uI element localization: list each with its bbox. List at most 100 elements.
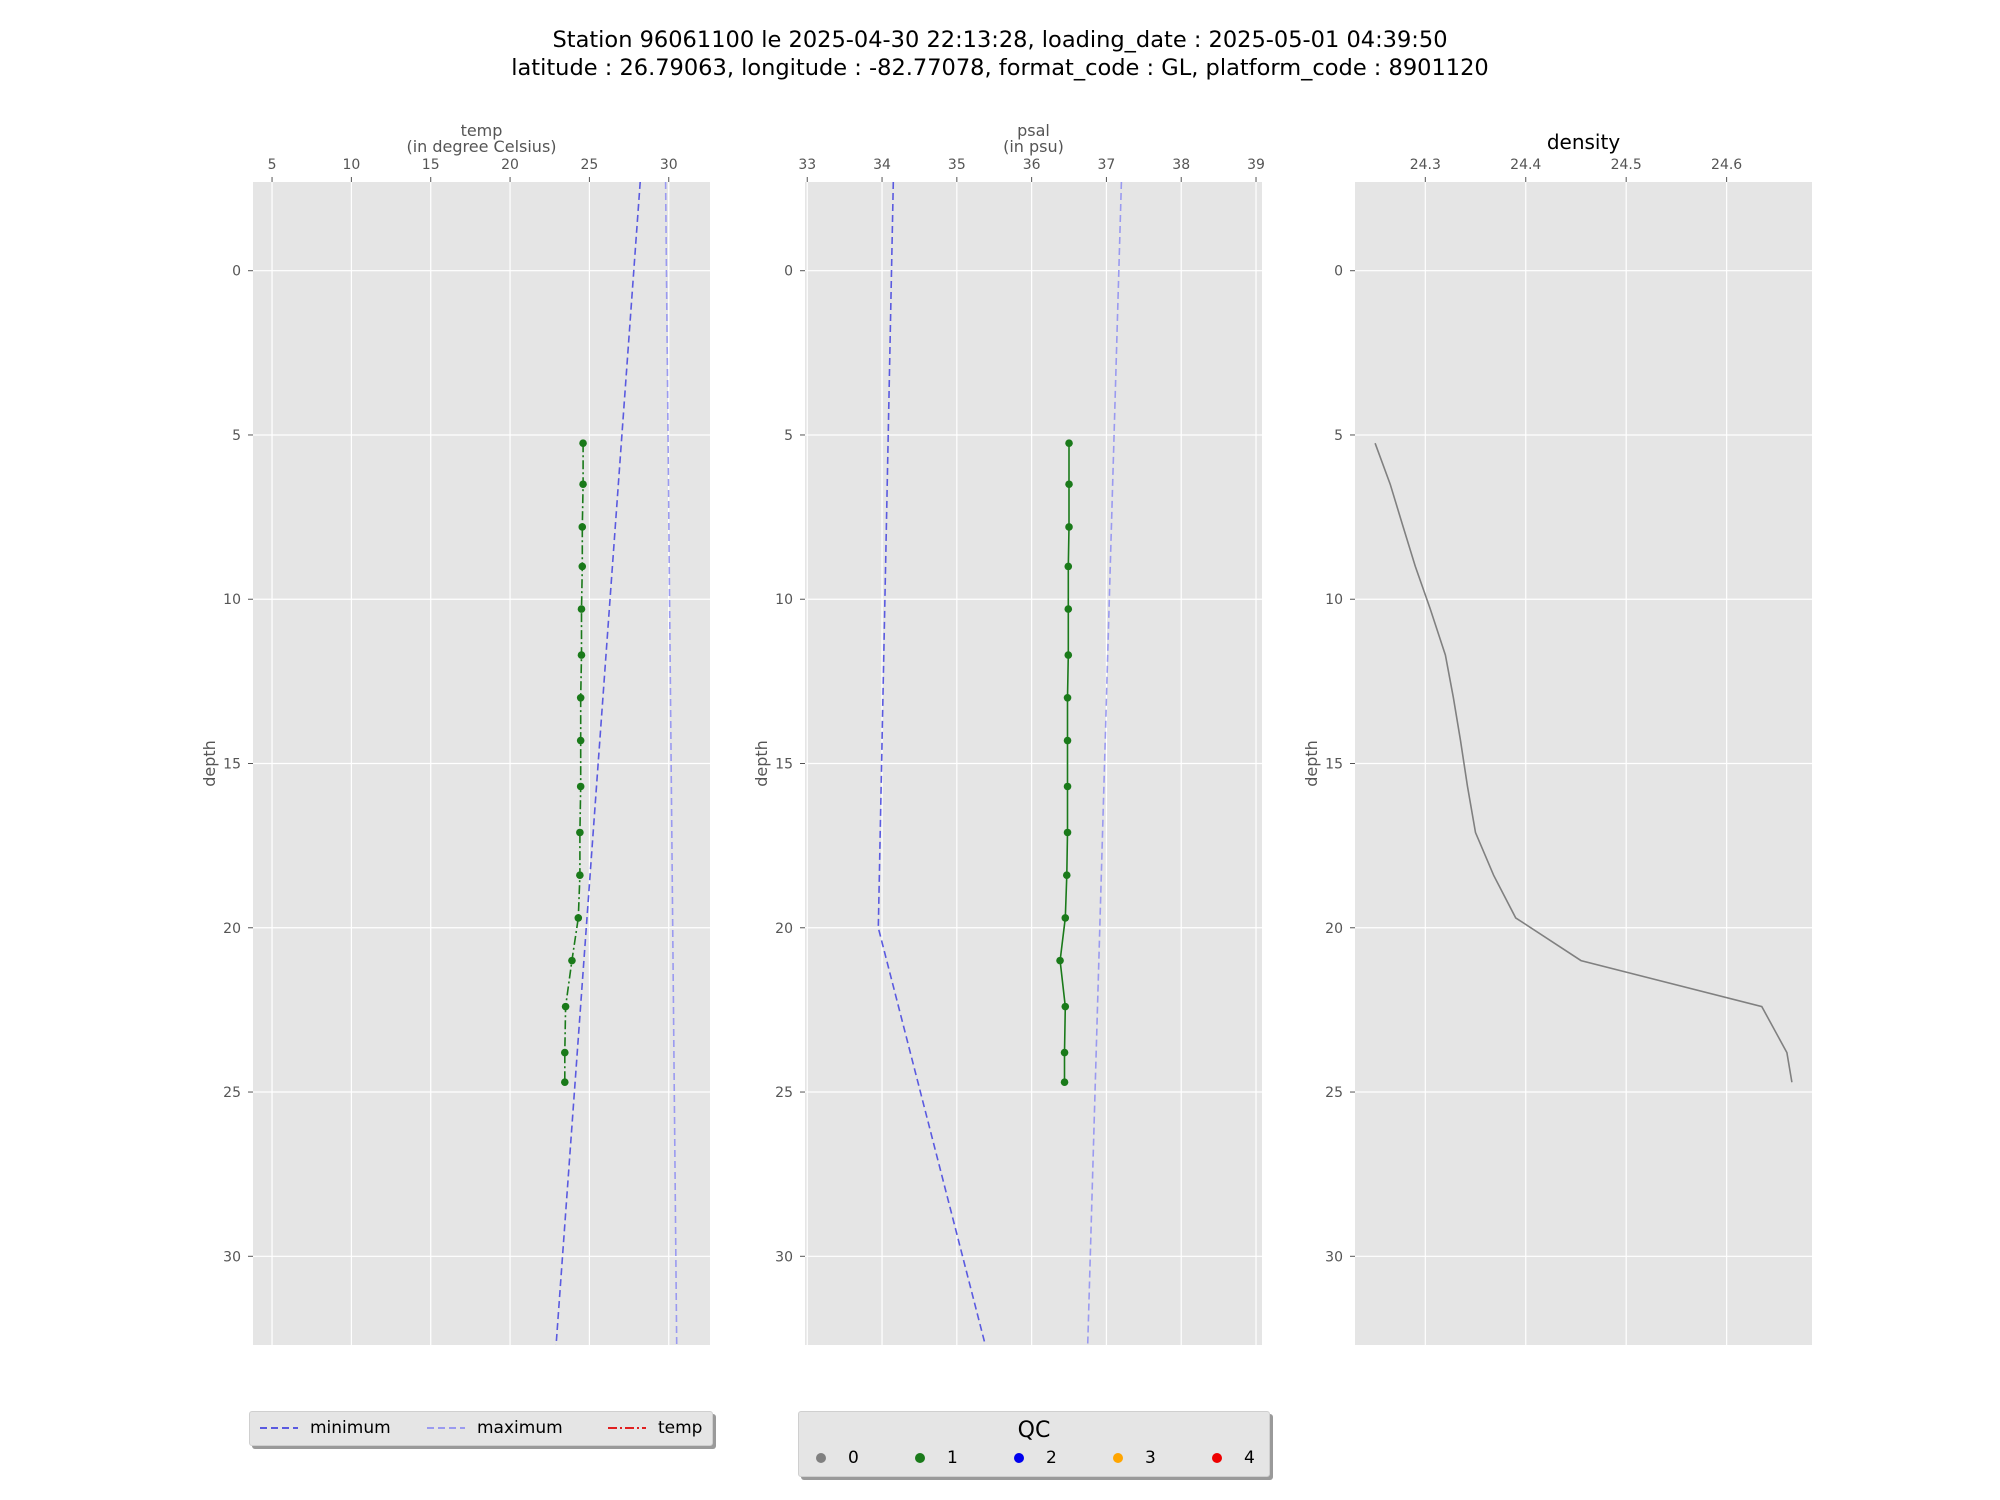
- y-tick-label: 20: [775, 921, 793, 937]
- lines-legend: minimum maximum temp: [249, 1411, 713, 1446]
- data-point-temp: [576, 871, 584, 880]
- y-axis-label: depth: [1302, 740, 1321, 787]
- qc-legend-label: 0: [848, 1448, 859, 1468]
- qc-legend-item-1: 1: [915, 1448, 958, 1468]
- y-tick-label: 30: [223, 1249, 241, 1265]
- panel-density: 24.3 24.4 24.5 24.6 0 5 10 15 20 25 30 depth density: [1302, 130, 1812, 1345]
- data-point-psal: [1064, 605, 1073, 613]
- y-tick-label: 25: [1325, 1085, 1343, 1101]
- legend-label-maximum: maximum: [477, 1418, 563, 1438]
- qc-legend-label: 1: [947, 1448, 958, 1468]
- y-tick-label: 5: [1334, 428, 1343, 444]
- x-tick-label: 24.3: [1410, 157, 1441, 173]
- y-axis-label: depth: [200, 740, 219, 787]
- qc-dot-icon: [816, 1453, 826, 1463]
- data-point-temp: [568, 956, 576, 965]
- data-point-temp: [579, 480, 587, 489]
- qc-dot-icon: [1014, 1453, 1024, 1463]
- qc-legend-item-4: 4: [1212, 1448, 1255, 1468]
- series-line-maximum: [664, 181, 678, 1346]
- qc-dot-icon: [915, 1453, 925, 1463]
- data-point-psal: [1065, 523, 1073, 531]
- panel-temp: 5 10 15 20 25 30 0 5 10 15 20 25 30 depth temp(in degr…: [200, 121, 710, 1346]
- data-point-temp: [576, 736, 585, 745]
- data-point-psal: [1064, 651, 1073, 659]
- series-line-temp: [563, 443, 584, 1083]
- data-point-temp: [576, 782, 585, 791]
- y-tick-label: 0: [784, 264, 793, 280]
- data-point-psal: [1063, 693, 1072, 702]
- data-point-temp: [577, 605, 586, 613]
- data-point-temp: [578, 562, 587, 571]
- legend-label-minimum: minimum: [310, 1418, 391, 1438]
- qc-dot-icon: [1113, 1453, 1123, 1463]
- x-tick-label: 24.4: [1510, 157, 1541, 173]
- qc-legend-label: 2: [1046, 1448, 1057, 1468]
- y-tick-label: 30: [775, 1249, 793, 1265]
- qc-legend-item-3: 3: [1113, 1448, 1156, 1468]
- qc-legend-label: 3: [1145, 1448, 1156, 1468]
- y-tick-label: 15: [775, 757, 793, 773]
- legend-swatch-maximum: [427, 1427, 465, 1429]
- legend-swatch-minimum: [260, 1427, 298, 1429]
- y-tick-label: 0: [1334, 264, 1343, 280]
- qc-legend-item-2: 2: [1014, 1448, 1057, 1468]
- data-point-psal: [1060, 1078, 1069, 1086]
- data-point-temp: [561, 1078, 569, 1086]
- y-tick-label: 10: [1325, 592, 1343, 608]
- x-tick-label: 39: [1247, 157, 1265, 173]
- y-tick-label: 25: [223, 1085, 241, 1101]
- panel-psal: 33 34 35 36 37 38 39 0 5 10 15 20 25 30 depth psal(in p…: [752, 121, 1265, 1346]
- data-point-psal: [1061, 1002, 1070, 1011]
- data-point-temp: [576, 693, 585, 702]
- data-point-temp: [561, 1048, 569, 1057]
- y-tick-label: 10: [223, 592, 241, 608]
- data-point-psal: [1065, 439, 1073, 447]
- data-point-psal: [1063, 828, 1072, 837]
- chart-title-line-1: Station 96061100 le 2025-04-30 22:13:28,…: [552, 27, 1447, 53]
- x-axis-unit-label: (in psu): [1003, 137, 1064, 156]
- x-axis-label: temp: [461, 121, 503, 140]
- data-point-psal: [1056, 956, 1064, 965]
- x-tick-label: 5: [268, 157, 277, 173]
- x-tick-label: 24.5: [1611, 157, 1642, 173]
- y-tick-label: 20: [223, 921, 241, 937]
- y-tick-label: 25: [775, 1085, 793, 1101]
- qc-legend-item-0: 0: [816, 1448, 859, 1468]
- y-tick-label: 15: [1325, 757, 1343, 773]
- x-axis-unit-label: (in degree Celsius): [406, 137, 556, 156]
- x-tick-label: 34: [873, 157, 891, 173]
- legend-swatch-temp: [608, 1427, 646, 1429]
- data-point-temp: [576, 828, 584, 837]
- y-tick-label: 10: [775, 592, 793, 608]
- data-point-temp: [574, 914, 583, 922]
- x-tick-label: 24.6: [1711, 157, 1742, 173]
- x-tick-label: 15: [422, 157, 440, 173]
- legend-item-maximum: maximum: [425, 1418, 563, 1438]
- x-tick-label: 35: [948, 157, 966, 173]
- y-tick-label: 30: [1325, 1249, 1343, 1265]
- qc-legend-label: 4: [1244, 1448, 1255, 1468]
- x-tick-label: 33: [798, 157, 816, 173]
- series-line-psal: [1059, 443, 1070, 1083]
- data-point-psal: [1060, 1048, 1069, 1057]
- qc-legend-title: QC: [1017, 1418, 1051, 1443]
- data-point-psal: [1063, 782, 1072, 791]
- data-point-temp: [579, 439, 587, 447]
- y-tick-label: 5: [232, 428, 241, 444]
- x-tick-label: 25: [580, 157, 598, 173]
- data-point-psal: [1063, 736, 1072, 745]
- qc-dot-icon: [1212, 1453, 1222, 1463]
- legend-label-temp: temp: [658, 1418, 703, 1438]
- series-line-minimum: [555, 181, 641, 1346]
- x-tick-label: 36: [1023, 157, 1041, 173]
- x-tick-label: 20: [501, 157, 519, 173]
- data-point-temp: [561, 1002, 570, 1011]
- data-point-psal: [1064, 562, 1073, 571]
- series-line-density: [1374, 442, 1793, 1083]
- y-tick-label: 0: [232, 264, 241, 280]
- data-point-temp: [577, 651, 586, 659]
- y-axis-label: depth: [752, 740, 771, 787]
- chart-title-line-2: latitude : 26.79063, longitude : -82.770…: [511, 55, 1489, 81]
- series-line-maximum: [1086, 181, 1123, 1346]
